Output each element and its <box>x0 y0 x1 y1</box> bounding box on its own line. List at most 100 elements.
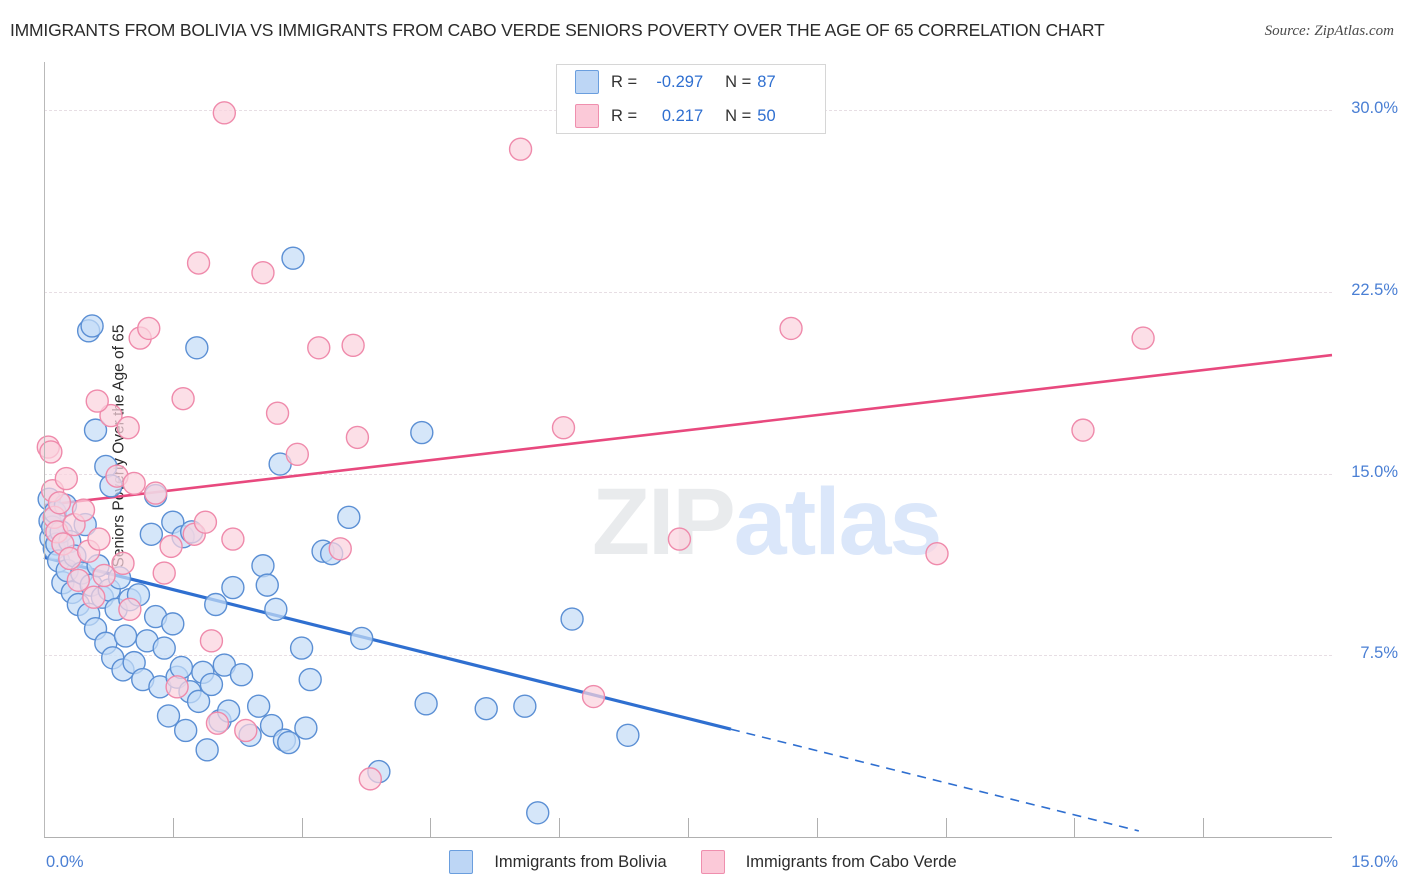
scatter-point <box>99 403 123 428</box>
scatter-point <box>414 692 438 716</box>
gridline <box>44 292 1332 294</box>
scatter-point <box>1071 418 1095 442</box>
scatter-point <box>92 563 116 588</box>
source-attribution: Source: ZipAtlas.com <box>1264 23 1394 39</box>
trendline-segment <box>43 555 732 731</box>
gridline <box>44 655 1332 657</box>
scatter-point <box>255 573 279 597</box>
scatter-point <box>137 316 161 341</box>
scatter-point <box>173 718 198 743</box>
stats-n-value-cabo-verde: 50 <box>757 106 776 125</box>
x-axis-tick <box>816 818 818 837</box>
trendline-segment <box>43 353 1333 507</box>
scatter-points-layer <box>36 101 1155 825</box>
legend-swatch-bolivia <box>449 850 474 874</box>
stats-r-label-bolivia: R = <box>611 72 638 91</box>
scatter-point <box>185 336 209 360</box>
scatter-point <box>277 730 301 755</box>
scatter-point <box>165 675 189 699</box>
x-axis-line <box>44 837 1332 838</box>
x-axis-tick <box>172 818 174 837</box>
legend-label-cabo-verde: Immigrants from Cabo Verde <box>745 852 957 871</box>
scatter-point <box>358 767 382 791</box>
scatter-point <box>122 471 146 496</box>
correlation-stats-box: R = -0.297 N = 87 R = 0.217 N = 50 <box>556 64 826 134</box>
scatter-point <box>265 401 290 425</box>
series-legend: Immigrants from Bolivia Immigrants from … <box>0 850 1406 874</box>
scatter-point <box>169 655 194 680</box>
page-title: IMMIGRANTS FROM BOLIVIA VS IMMIGRANTS FR… <box>10 20 1105 40</box>
scatter-point <box>161 612 185 636</box>
scatter-point <box>560 607 584 631</box>
scatter-point <box>152 561 176 585</box>
scatter-point <box>204 592 228 617</box>
scatter-point <box>143 481 168 505</box>
scatter-point <box>82 585 106 609</box>
scatter-point <box>171 386 195 411</box>
scatter-point <box>234 718 258 743</box>
scatter-point <box>779 316 803 341</box>
legend-item-cabo-verde[interactable]: Immigrants from Cabo Verde <box>700 850 957 874</box>
scatter-point <box>199 629 224 653</box>
stats-row-bolivia: R = -0.297 N = 87 <box>557 65 825 99</box>
legend-swatch-cabo-verde <box>700 850 725 874</box>
scatter-point <box>281 246 305 270</box>
x-axis-tick <box>945 818 947 837</box>
scatter-point <box>205 711 230 735</box>
scatter-point <box>87 527 111 551</box>
stats-n-value-bolivia: 87 <box>757 72 776 91</box>
stats-row-cabo-verde: R = 0.217 N = 50 <box>557 99 825 133</box>
scatter-point <box>667 527 692 551</box>
y-axis-tick-label: 22.5% <box>1351 281 1398 300</box>
scatter-point <box>526 801 550 825</box>
scatter-point <box>186 251 211 275</box>
scatter-point <box>251 261 275 285</box>
x-axis-tick <box>559 818 561 837</box>
scatter-point <box>581 684 606 709</box>
x-axis-tick <box>301 818 303 837</box>
trendline-segment <box>730 728 1139 832</box>
legend-label-bolivia: Immigrants from Bolivia <box>494 852 667 871</box>
y-axis-line <box>44 62 45 837</box>
legend-item-bolivia[interactable]: Immigrants from Bolivia <box>449 850 667 874</box>
scatter-point <box>66 568 91 592</box>
scatter-point <box>139 522 164 546</box>
scatter-point <box>328 537 352 561</box>
x-axis-tick <box>1203 818 1205 837</box>
scatter-point <box>152 636 176 660</box>
scatter-point <box>246 694 271 718</box>
scatter-point <box>47 491 72 515</box>
stats-r-label-cabo-verde: R = <box>611 106 638 125</box>
scatter-point <box>616 723 640 747</box>
scatter-point <box>186 689 211 714</box>
scatter-point <box>199 672 224 697</box>
scatter-point <box>289 636 314 660</box>
scatter-point <box>221 575 245 600</box>
scatter-point <box>193 510 218 534</box>
stats-n-label-bolivia: N = <box>725 72 752 91</box>
scatter-point <box>264 597 288 622</box>
scatter-point <box>83 418 108 442</box>
y-axis-tick-label: 7.5% <box>1360 644 1398 663</box>
plot-area: ZIPatlas <box>36 62 1333 837</box>
scatter-point <box>337 505 361 530</box>
stats-swatch-bolivia <box>575 70 599 94</box>
scatter-point <box>116 416 140 440</box>
scatter-point <box>159 534 183 559</box>
y-axis-tick-label: 15.0% <box>1351 462 1398 481</box>
scatter-point <box>251 554 275 578</box>
scatter-point <box>113 624 138 648</box>
scatter-point <box>345 425 370 450</box>
x-axis-tick <box>1074 818 1076 837</box>
scatter-point <box>307 336 331 360</box>
stats-n-label-cabo-verde: N = <box>725 106 752 125</box>
scatter-point <box>341 333 365 358</box>
y-axis-tick-label: 30.0% <box>1351 99 1398 118</box>
stats-r-value-cabo-verde: 0.217 <box>661 106 704 125</box>
scatter-point <box>925 541 949 566</box>
scatter-point <box>195 738 219 762</box>
stats-swatch-cabo-verde <box>575 104 599 128</box>
x-axis-min-label: 0.0% <box>46 853 84 871</box>
scatter-point <box>221 527 245 551</box>
scatter-point <box>298 667 322 692</box>
